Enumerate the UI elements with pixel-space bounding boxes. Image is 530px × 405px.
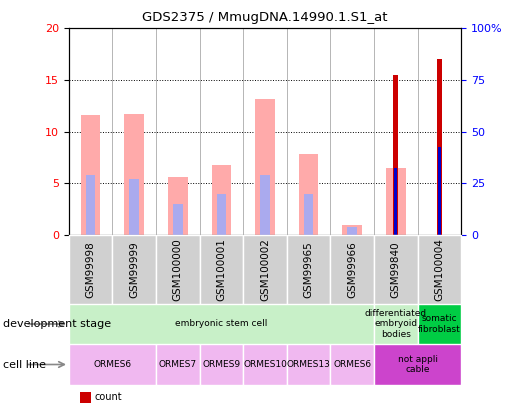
Bar [112, 235, 156, 304]
Text: not appli
cable: not appli cable [398, 355, 438, 374]
Bar [217, 194, 226, 235]
Text: ORMES6: ORMES6 [93, 360, 131, 369]
Bar [374, 344, 461, 385]
Text: GSM100002: GSM100002 [260, 238, 270, 301]
Bar [374, 304, 418, 344]
Bar [330, 344, 374, 385]
Text: GSM100000: GSM100000 [173, 238, 183, 301]
Text: differentiated
embryoid
bodies: differentiated embryoid bodies [365, 309, 427, 339]
Text: somatic
fibroblast: somatic fibroblast [418, 314, 461, 334]
Bar [437, 59, 442, 235]
Bar [394, 168, 397, 235]
Text: GSM99998: GSM99998 [86, 241, 96, 298]
Bar [255, 98, 275, 235]
Bar [330, 235, 374, 304]
Bar [69, 304, 374, 344]
Bar [374, 235, 418, 304]
Bar [69, 235, 112, 304]
Text: ORMES9: ORMES9 [202, 360, 241, 369]
Bar [287, 344, 330, 385]
Bar [211, 165, 231, 235]
Text: cell line: cell line [3, 360, 46, 369]
Text: ORMES6: ORMES6 [333, 360, 371, 369]
Text: ORMES13: ORMES13 [287, 360, 331, 369]
Bar [69, 344, 156, 385]
Bar [156, 344, 200, 385]
Text: ORMES7: ORMES7 [159, 360, 197, 369]
Bar [304, 194, 313, 235]
Text: count: count [94, 392, 122, 402]
Bar [173, 204, 183, 235]
Text: ORMES10: ORMES10 [243, 360, 287, 369]
Bar [260, 175, 270, 235]
Bar [156, 235, 200, 304]
Bar [200, 235, 243, 304]
Bar [86, 175, 95, 235]
Bar [200, 344, 243, 385]
Bar [386, 168, 405, 235]
Text: development stage: development stage [3, 319, 111, 329]
Bar [129, 179, 139, 235]
Bar [81, 115, 101, 235]
Bar [299, 154, 319, 235]
Bar [168, 177, 188, 235]
Bar [418, 235, 461, 304]
Bar [347, 227, 357, 235]
Text: embryonic stem cell: embryonic stem cell [175, 320, 268, 328]
Text: GSM100001: GSM100001 [216, 238, 226, 301]
Text: GSM99966: GSM99966 [347, 241, 357, 298]
Bar [243, 235, 287, 304]
Bar [342, 224, 362, 235]
Bar [287, 235, 330, 304]
Text: GSM100004: GSM100004 [434, 238, 444, 301]
Bar [418, 304, 461, 344]
Text: GSM99999: GSM99999 [129, 241, 139, 298]
Bar [125, 114, 144, 235]
Text: GSM99840: GSM99840 [391, 241, 401, 298]
Bar [393, 75, 399, 235]
Text: GSM99965: GSM99965 [304, 241, 314, 298]
Bar [243, 344, 287, 385]
Bar [438, 147, 440, 235]
Title: GDS2375 / MmugDNA.14990.1.S1_at: GDS2375 / MmugDNA.14990.1.S1_at [142, 11, 388, 24]
